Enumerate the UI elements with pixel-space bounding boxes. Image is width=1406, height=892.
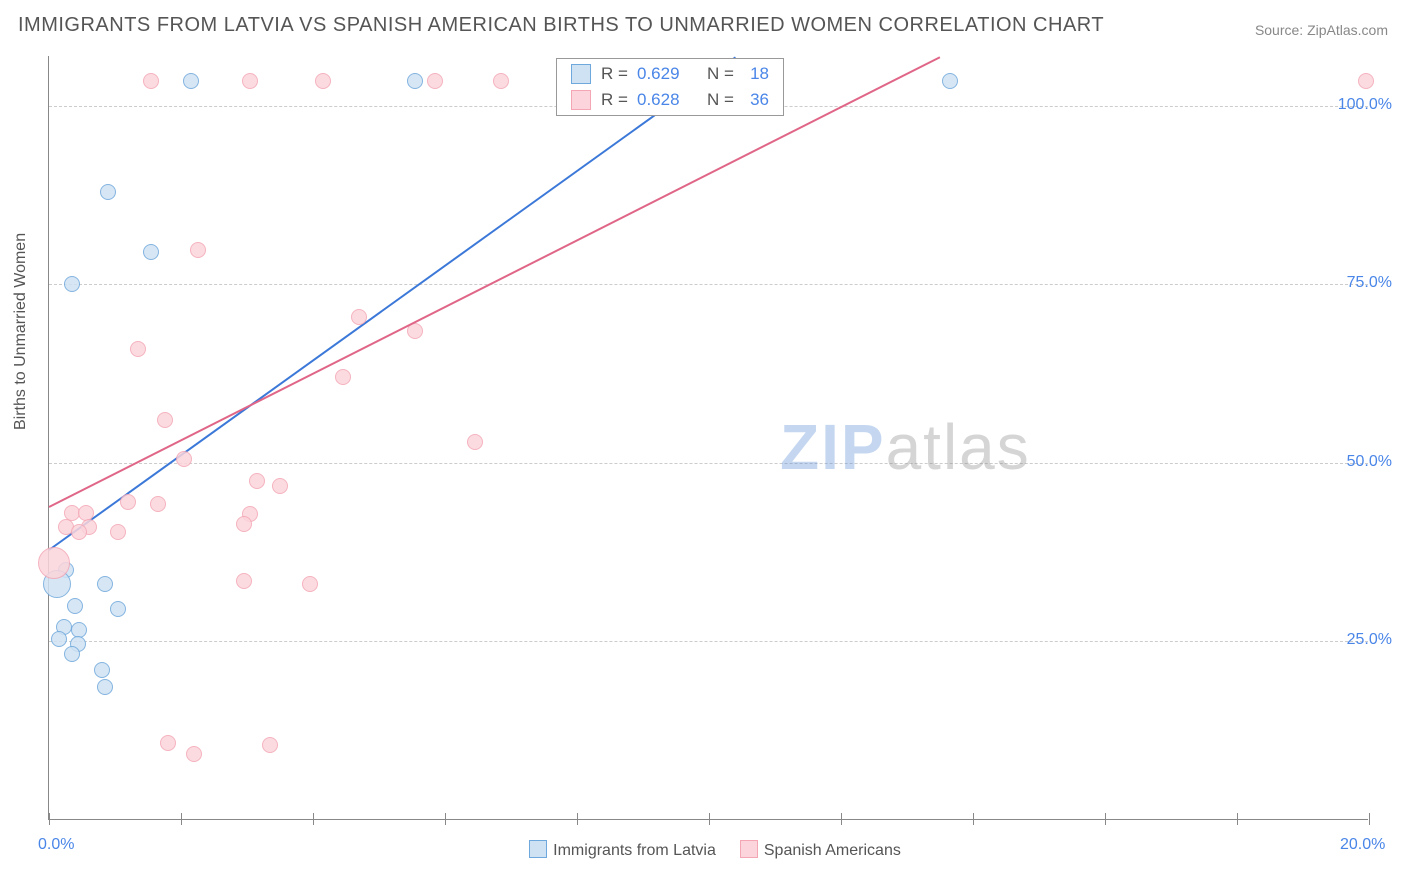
legend-label: Immigrants from Latvia <box>553 842 716 859</box>
data-point <box>942 73 958 89</box>
data-point <box>493 73 509 89</box>
legend-label: Spanish Americans <box>764 842 901 859</box>
x-tick <box>1237 813 1238 825</box>
data-point <box>150 496 166 512</box>
x-tick-label: 20.0% <box>1340 836 1385 854</box>
x-tick-label: 0.0% <box>38 836 74 854</box>
data-point <box>64 276 80 292</box>
x-tick <box>1105 813 1106 825</box>
data-point <box>242 73 258 89</box>
source-label: Source: ZipAtlas.com <box>1255 22 1388 38</box>
x-tick <box>1369 813 1370 825</box>
legend-n-label: N = <box>707 87 737 113</box>
data-point <box>183 73 199 89</box>
y-tick-label: 25.0% <box>1347 631 1392 649</box>
data-point <box>100 184 116 200</box>
data-point <box>51 631 67 647</box>
data-point <box>335 369 351 385</box>
data-point <box>143 73 159 89</box>
series-legend: Immigrants from Latvia Spanish Americans <box>0 840 1406 860</box>
data-point <box>176 451 192 467</box>
y-tick-label: 50.0% <box>1347 453 1392 471</box>
data-point <box>71 524 87 540</box>
x-tick <box>49 813 50 825</box>
y-tick-label: 75.0% <box>1347 274 1392 292</box>
correlation-legend: R =0.629 N =18 R =0.628 N =36 <box>556 58 784 116</box>
plot-area <box>48 56 1368 820</box>
data-point <box>315 73 331 89</box>
legend-swatch <box>571 90 591 110</box>
legend-swatch <box>571 64 591 84</box>
legend-swatch <box>529 840 547 858</box>
x-tick <box>709 813 710 825</box>
gridline-h <box>49 641 1368 642</box>
data-point <box>67 598 83 614</box>
chart-title: IMMIGRANTS FROM LATVIA VS SPANISH AMERIC… <box>18 14 1104 37</box>
legend-n-label: N = <box>707 61 737 87</box>
data-point <box>467 434 483 450</box>
trend-line <box>49 56 941 508</box>
data-point <box>249 473 265 489</box>
data-point <box>157 412 173 428</box>
data-point <box>186 746 202 762</box>
data-point <box>236 573 252 589</box>
data-point <box>302 576 318 592</box>
trend-line <box>48 56 736 550</box>
gridline-h <box>49 284 1368 285</box>
x-tick <box>973 813 974 825</box>
y-tick-label: 100.0% <box>1338 96 1392 114</box>
data-point <box>38 547 70 579</box>
data-point <box>130 341 146 357</box>
data-point <box>143 244 159 260</box>
data-point <box>97 679 113 695</box>
legend-swatch <box>740 840 758 858</box>
x-tick <box>841 813 842 825</box>
legend-row: R =0.629 N =18 <box>557 61 783 87</box>
data-point <box>236 516 252 532</box>
data-point <box>110 524 126 540</box>
data-point <box>1358 73 1374 89</box>
legend-r-label: R = <box>601 87 633 113</box>
data-point <box>64 646 80 662</box>
gridline-h <box>49 463 1368 464</box>
x-tick <box>181 813 182 825</box>
data-point <box>190 242 206 258</box>
legend-row: R =0.628 N =36 <box>557 87 783 113</box>
x-tick <box>313 813 314 825</box>
legend-n-value: 18 <box>741 61 769 87</box>
data-point <box>110 601 126 617</box>
data-point <box>160 735 176 751</box>
data-point <box>407 73 423 89</box>
x-tick <box>445 813 446 825</box>
data-point <box>262 737 278 753</box>
data-point <box>427 73 443 89</box>
data-point <box>272 478 288 494</box>
legend-r-value: 0.629 <box>637 61 689 87</box>
data-point <box>97 576 113 592</box>
legend-r-value: 0.628 <box>637 87 689 113</box>
y-axis-label: Births to Unmarried Women <box>12 233 30 430</box>
data-point <box>94 662 110 678</box>
x-tick <box>577 813 578 825</box>
data-point <box>120 494 136 510</box>
legend-r-label: R = <box>601 61 633 87</box>
legend-n-value: 36 <box>741 87 769 113</box>
data-point <box>351 309 367 325</box>
